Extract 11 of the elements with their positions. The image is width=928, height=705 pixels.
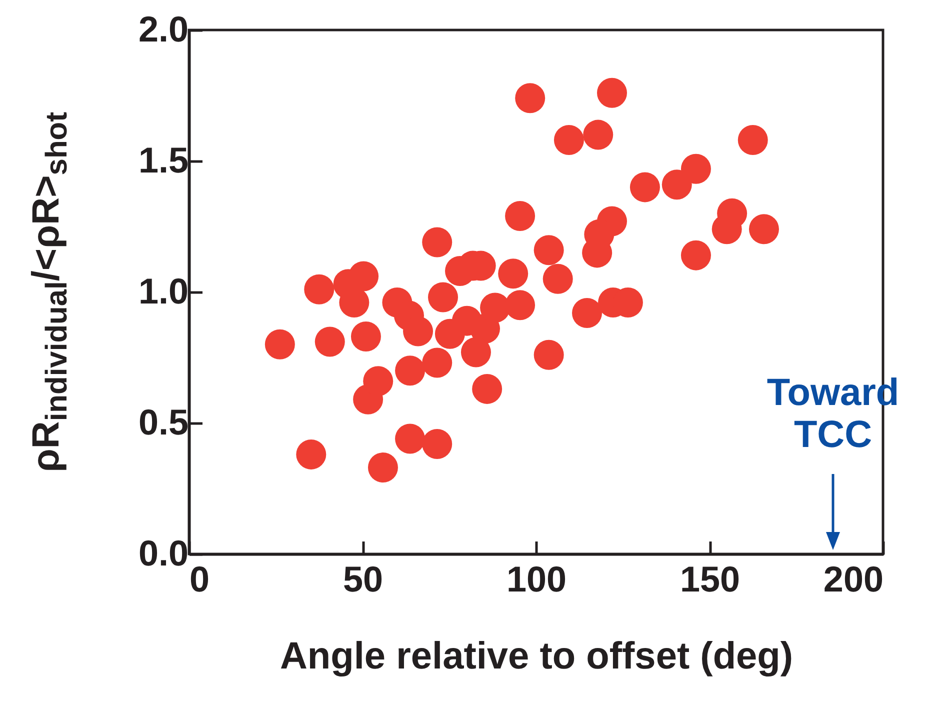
y-tick-label: 2.0: [138, 8, 188, 50]
x-tick-label: 0: [190, 558, 210, 600]
y-tick-label: 1.0: [138, 270, 188, 312]
x-tick-label: 100: [506, 558, 567, 600]
y-tick-label: 0.5: [138, 402, 188, 442]
x-tick-label: 150: [680, 558, 740, 600]
x-tick-label: 200: [823, 558, 884, 600]
x-axis-title: Angle relative to offset (deg): [280, 636, 794, 678]
y-tick-label: 0.0: [138, 532, 188, 574]
y-tick-label: 1.5: [138, 140, 188, 180]
x-tick-label: 50: [342, 558, 384, 600]
